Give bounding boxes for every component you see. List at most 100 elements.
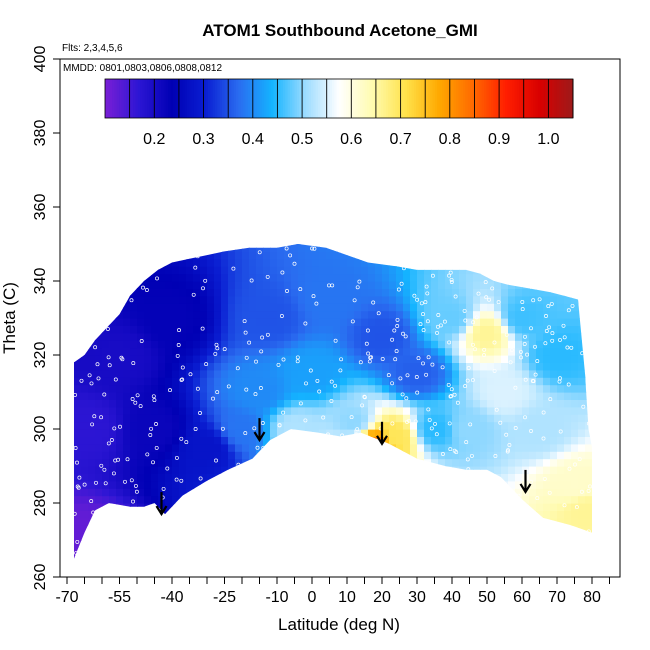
heatmap-cell [403, 510, 411, 519]
heatmap-cell [417, 399, 425, 408]
heatmap-cell [116, 244, 124, 252]
heatmap-cell [228, 495, 236, 504]
heatmap-cell [326, 244, 334, 252]
heatmap-cell [221, 510, 229, 519]
heatmap-cell [445, 318, 453, 326]
heatmap-cell [298, 488, 306, 497]
heatmap-cell [480, 451, 488, 460]
heatmap-cell [207, 495, 215, 504]
heatmap-cell [284, 547, 292, 556]
heatmap-cell [228, 480, 236, 489]
sample-point [558, 429, 563, 434]
heatmap-cell [445, 547, 453, 556]
sample-point [310, 246, 315, 251]
heatmap-cell [557, 355, 565, 363]
colorbar-segment [364, 79, 368, 118]
heatmap-cell [172, 547, 180, 556]
heatmap-cell [81, 332, 89, 341]
sample-point [422, 490, 427, 495]
heatmap-cell [256, 466, 264, 474]
heatmap-cell [74, 532, 75, 541]
heatmap-cell [172, 347, 180, 356]
heatmap-cell [88, 295, 96, 304]
heatmap-cell [466, 517, 474, 526]
heatmap-cell [137, 377, 145, 386]
heatmap-cell [186, 429, 194, 437]
heatmap-cell [452, 406, 460, 415]
sample-point [222, 479, 227, 484]
heatmap-cell [256, 251, 264, 260]
heatmap-cell [578, 547, 586, 556]
sample-point [195, 537, 200, 542]
heatmap-cell [242, 495, 250, 504]
heatmap-cell [466, 273, 474, 282]
heatmap-cell [102, 547, 110, 556]
heatmap-cell [501, 384, 509, 393]
colorbar-segment [322, 79, 326, 118]
heatmap-cell [326, 258, 334, 267]
heatmap-cell [424, 510, 432, 519]
heatmap-cell [88, 251, 96, 260]
heatmap-cell [550, 340, 558, 349]
heatmap-cell [368, 466, 376, 474]
heatmap-cell [137, 347, 145, 356]
heatmap-cell [564, 251, 572, 260]
heatmap-cell [515, 303, 523, 312]
heatmap-cell [235, 244, 243, 252]
heatmap-cell [487, 384, 495, 393]
heatmap-cell [396, 273, 404, 282]
heatmap-cell [396, 510, 404, 519]
heatmap-cell [116, 488, 124, 497]
sample-point [371, 300, 376, 305]
heatmap-cell [501, 443, 509, 452]
heatmap-cell [291, 288, 299, 297]
heatmap-cell [438, 281, 446, 289]
heatmap-cell [235, 288, 243, 297]
heatmap-cell [529, 429, 537, 437]
heatmap-cell [501, 429, 509, 437]
heatmap-cell [284, 510, 292, 519]
heatmap-cell [256, 392, 264, 400]
colorbar-segment [259, 79, 263, 118]
heatmap-cell [137, 540, 145, 548]
colorbar-segment [491, 79, 494, 118]
heatmap-cell [452, 517, 460, 526]
heatmap-cell [522, 258, 530, 267]
heatmap-cell [109, 318, 117, 326]
heatmap-cell [466, 295, 474, 304]
heatmap-cell [109, 355, 117, 363]
heatmap-cell [431, 547, 439, 556]
heatmap-cell [207, 340, 215, 349]
heatmap-cell [144, 495, 152, 504]
heatmap-cell [473, 362, 481, 371]
heatmap-cell [81, 362, 89, 371]
heatmap-cell [291, 466, 299, 474]
heatmap-cell [550, 532, 558, 541]
heatmap-cell [214, 517, 222, 526]
heatmap-cell [123, 406, 131, 415]
sample-point [444, 504, 449, 509]
heatmap-cell [459, 414, 467, 423]
heatmap-cell [403, 436, 411, 445]
heatmap-cell [368, 288, 376, 297]
heatmap-cell [452, 480, 460, 489]
sample-point [139, 339, 144, 343]
heatmap-cell [578, 503, 586, 511]
heatmap-cell [571, 547, 579, 556]
heatmap-cell [130, 251, 138, 260]
heatmap-cell [361, 510, 369, 519]
heatmap-cell [501, 525, 509, 534]
heatmap-cell [277, 540, 285, 548]
heatmap-cell [242, 532, 250, 541]
heatmap-cell [459, 377, 467, 386]
heatmap-cell [74, 562, 82, 570]
heatmap-cell [557, 303, 565, 312]
heatmap-cell [214, 347, 222, 356]
heatmap-cell [326, 362, 334, 371]
sample-point [416, 265, 421, 270]
heatmap-cell [333, 273, 341, 282]
heatmap-cell [361, 369, 369, 378]
heatmap-cell [319, 458, 327, 467]
sample-point [579, 489, 584, 494]
heatmap-cell [396, 517, 404, 526]
